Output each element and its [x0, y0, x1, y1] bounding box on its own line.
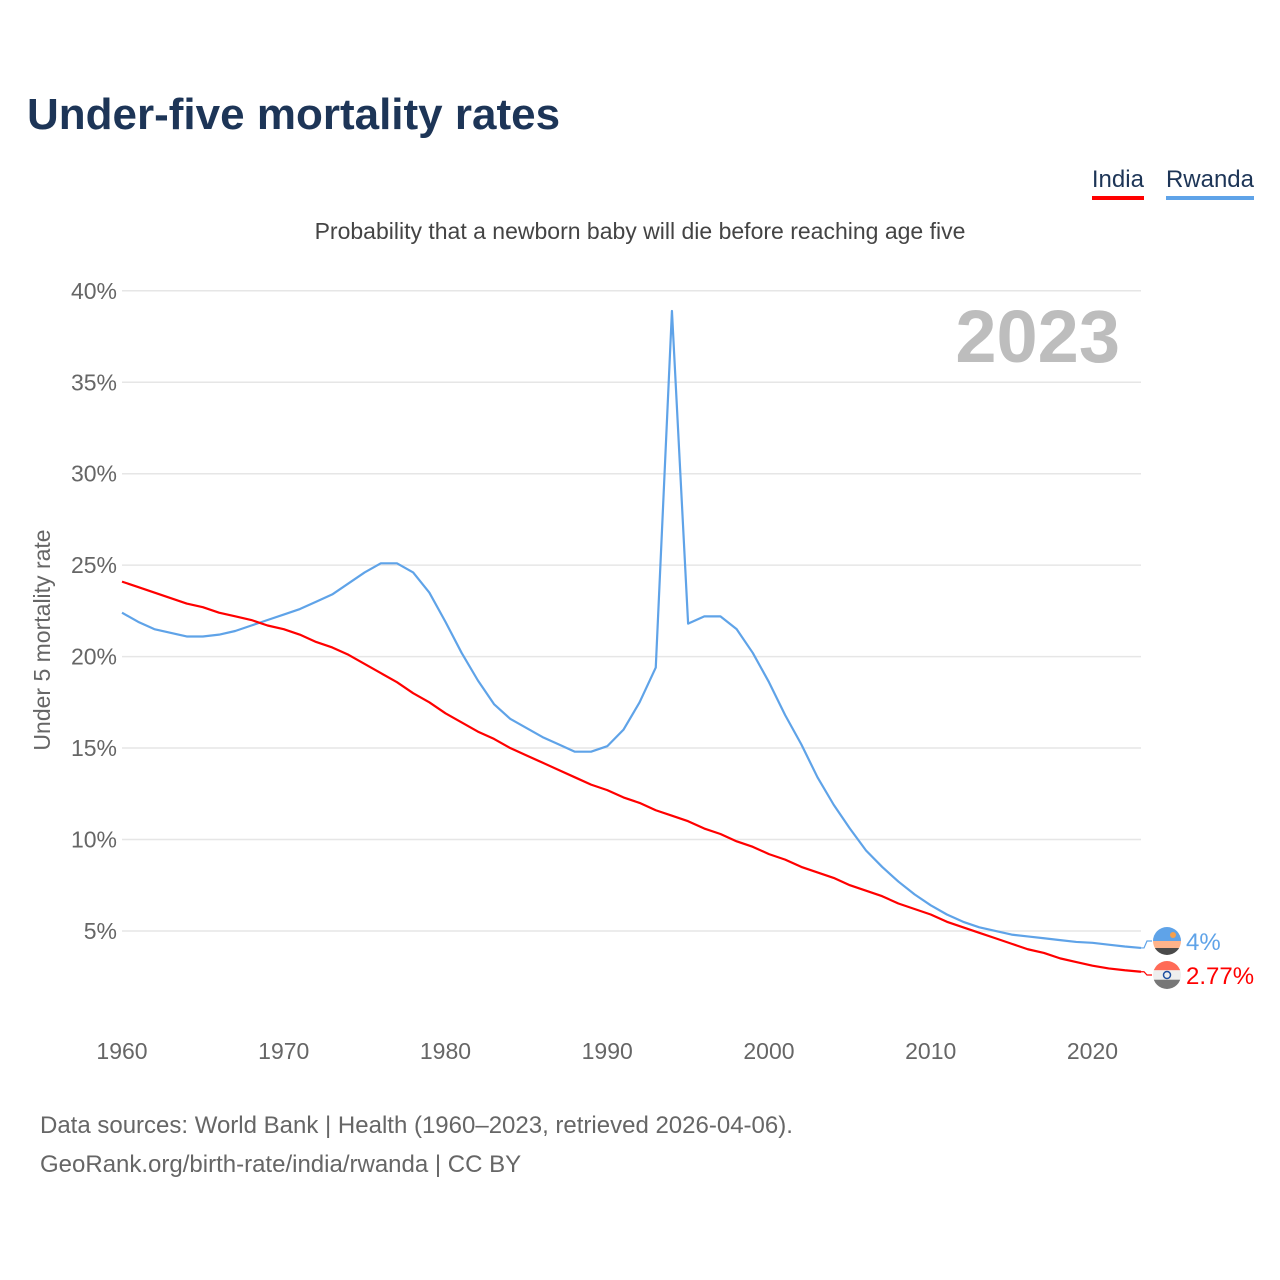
end-connector: [1141, 971, 1152, 976]
x-tick-label: 2000: [743, 1038, 794, 1064]
chart-title: Under-five mortality rates: [27, 90, 561, 139]
end-label-india: 2.77%: [1186, 963, 1254, 990]
footer-sources: Data sources: World Bank | Health (1960–…: [40, 1112, 793, 1139]
chart-subtitle: Probability that a newborn baby will die…: [314, 218, 966, 244]
x-tick-label: 1990: [582, 1038, 633, 1064]
x-tick-label: 1970: [258, 1038, 309, 1064]
end-connector: [1141, 940, 1152, 949]
y-tick-label: 10%: [71, 827, 117, 853]
series-line-india[interactable]: [121, 580, 1142, 973]
y-tick-label: 20%: [71, 644, 117, 670]
y-tick-label: 40%: [71, 278, 117, 304]
legend: India Rwanda: [1091, 166, 1254, 200]
footer: Data sources: World Bank | Health (1960–…: [40, 1106, 793, 1184]
y-tick-label: 5%: [84, 918, 117, 944]
year-watermark: 2023: [955, 295, 1120, 378]
flag-rwanda-icon: [1153, 927, 1181, 955]
y-axis-label: Under 5 mortality rate: [29, 529, 55, 750]
x-tick-label: 1980: [420, 1038, 471, 1064]
x-tick-label: 2020: [1067, 1038, 1118, 1064]
x-tick-label: 2010: [905, 1038, 956, 1064]
footer-link[interactable]: GeoRank.org/birth-rate/india/rwanda | CC…: [40, 1151, 522, 1178]
legend-rwanda[interactable]: Rwanda: [1165, 166, 1254, 200]
legend-india[interactable]: India: [1091, 166, 1144, 200]
y-tick-label: 30%: [71, 461, 117, 487]
series-line-rwanda[interactable]: [121, 309, 1142, 950]
end-label-rwanda: 4%: [1186, 929, 1221, 956]
flag-india-icon: [1153, 961, 1181, 989]
y-tick-label: 35%: [71, 369, 117, 395]
x-tick-label: 1960: [96, 1038, 147, 1064]
y-tick-label: 15%: [71, 735, 117, 761]
y-tick-label: 25%: [71, 552, 117, 578]
